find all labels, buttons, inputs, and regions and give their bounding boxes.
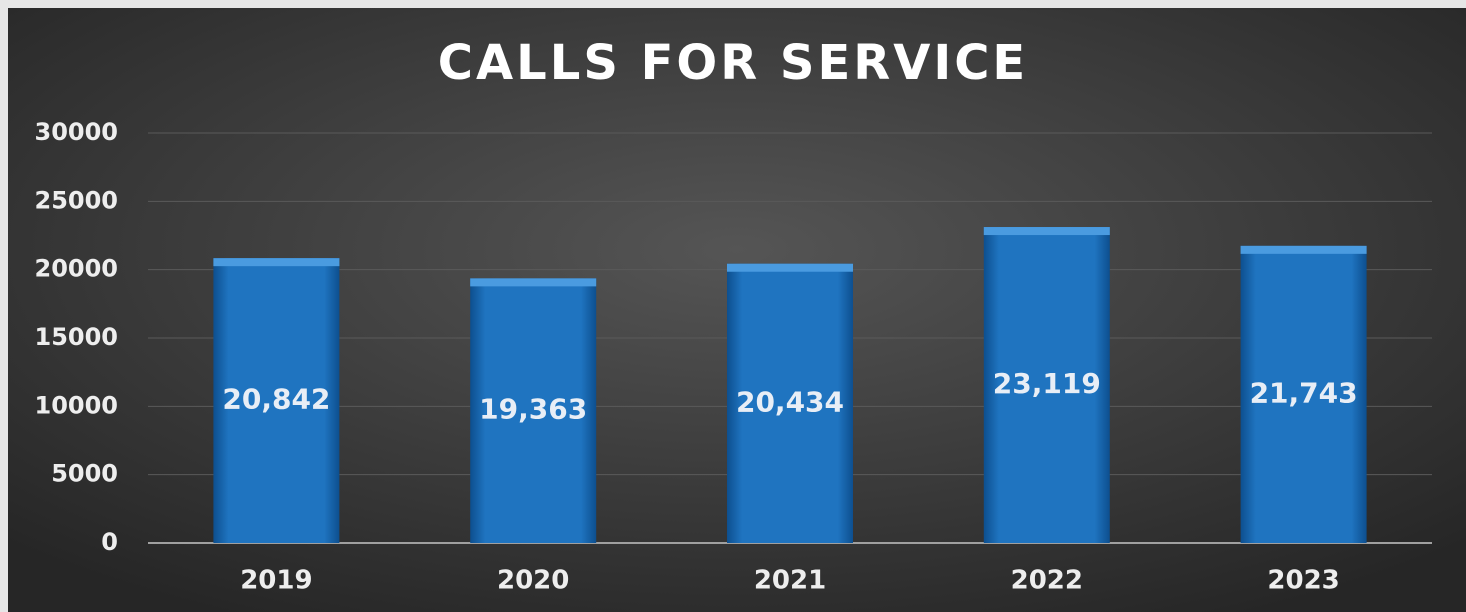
- bar-bevel: [983, 227, 1110, 236]
- value-label: 20,434: [736, 385, 844, 418]
- y-tick-label: 20000: [35, 255, 119, 283]
- x-tick-label: 2021: [754, 566, 826, 596]
- bar: [470, 278, 597, 543]
- bar: [727, 263, 853, 543]
- y-tick-label: 0: [101, 528, 118, 556]
- bar: [983, 227, 1110, 543]
- x-tick-label: 2022: [1011, 566, 1083, 596]
- bar-bevel: [470, 278, 597, 287]
- value-label: 19,363: [479, 393, 587, 426]
- x-tick-label: 2020: [497, 566, 569, 596]
- value-label: 20,842: [222, 383, 330, 416]
- y-tick-label: 25000: [35, 186, 119, 214]
- y-tick-label: 10000: [35, 391, 119, 419]
- bar: [213, 258, 340, 543]
- bar-bevel: [727, 263, 853, 272]
- x-tick-label: 2023: [1267, 566, 1339, 596]
- y-tick-label: 5000: [51, 460, 118, 488]
- y-tick-label: 30000: [35, 118, 119, 146]
- value-label: 21,743: [1250, 376, 1358, 409]
- y-tick-label: 15000: [35, 323, 119, 351]
- bar: [1240, 245, 1367, 543]
- bar-bevel: [213, 258, 340, 267]
- chart-title: CALLS FOR SERVICE: [438, 35, 1028, 91]
- value-label: 23,119: [993, 367, 1101, 400]
- bar-bevel: [1240, 245, 1367, 254]
- x-tick-label: 2019: [240, 566, 312, 596]
